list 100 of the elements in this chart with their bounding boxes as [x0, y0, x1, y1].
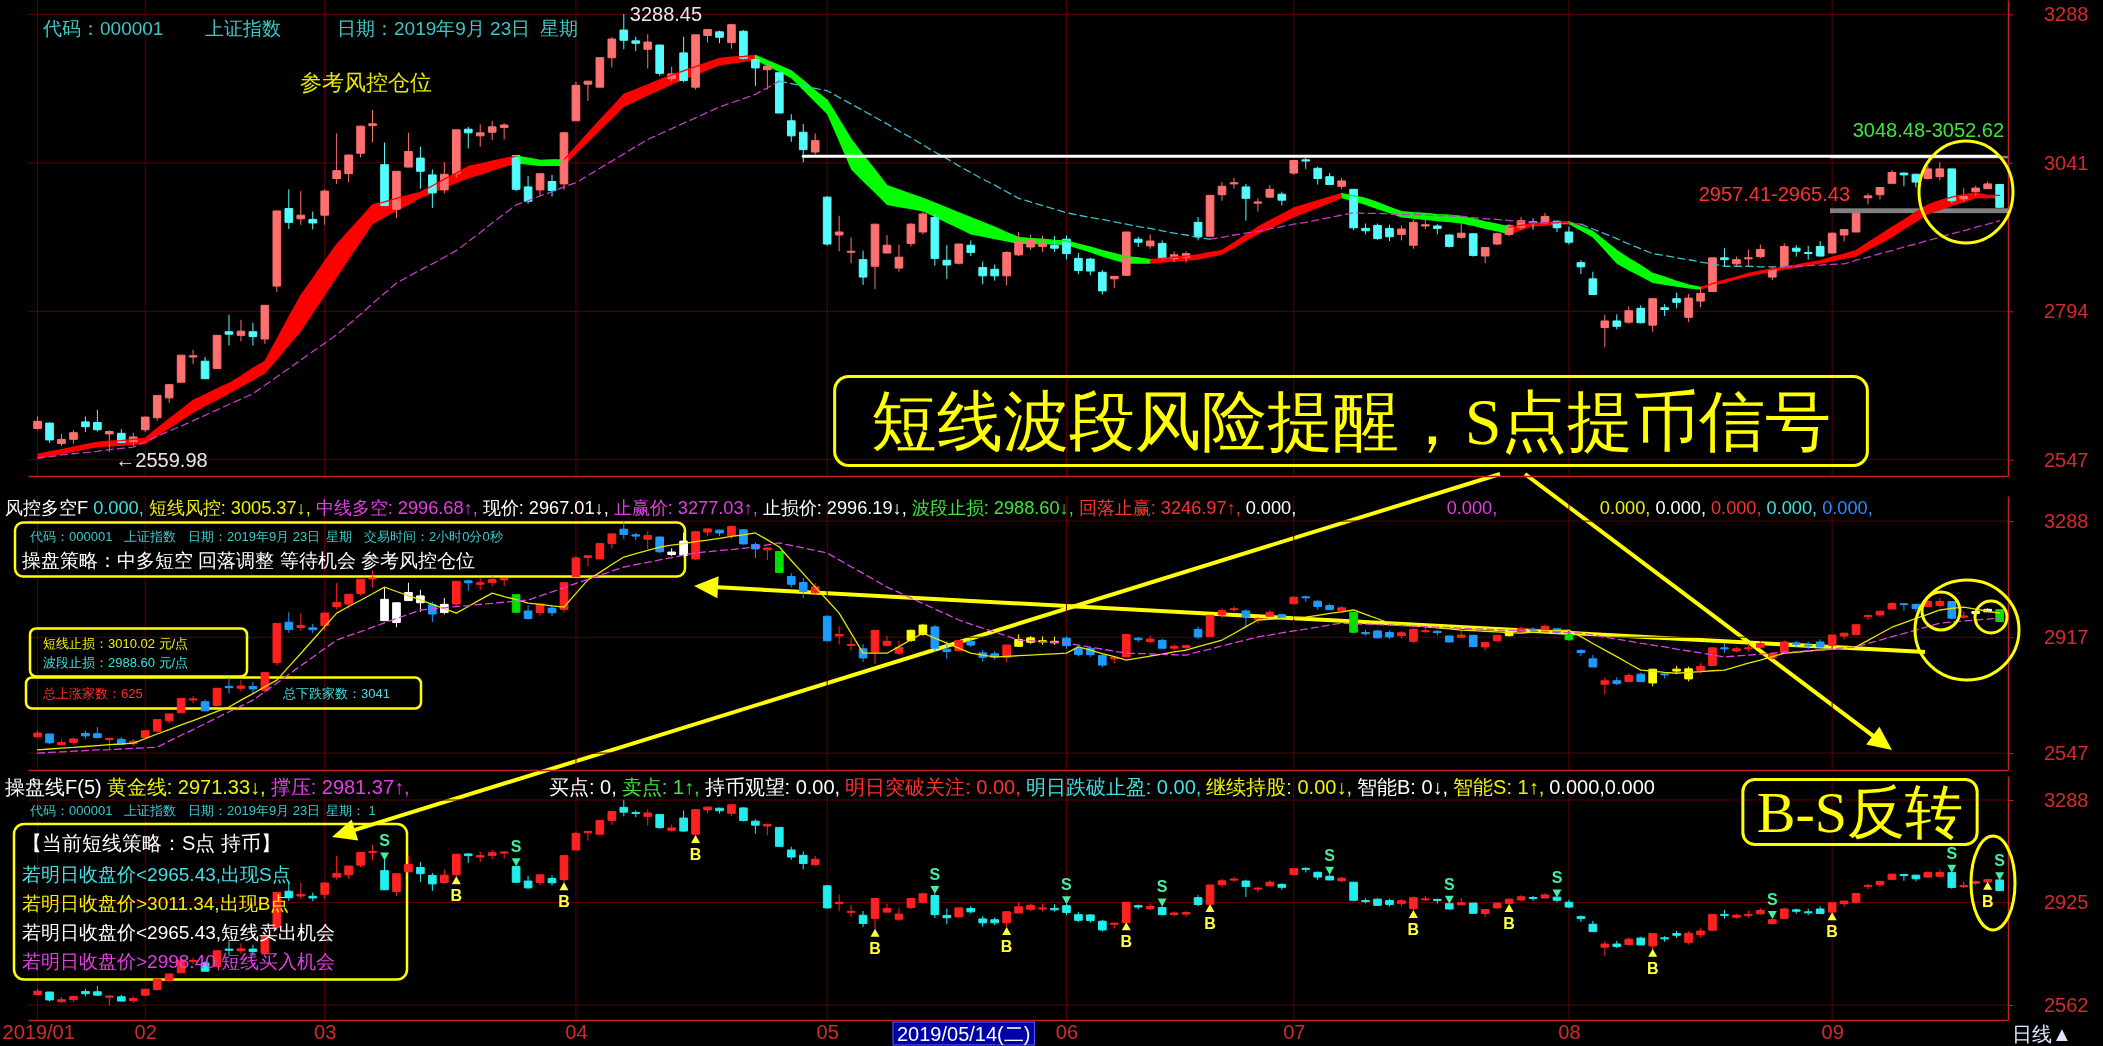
candlestick: [1696, 286, 1705, 308]
candlestick: [1480, 246, 1490, 264]
candlestick: [140, 730, 150, 740]
candlestick: [822, 195, 832, 247]
candlestick: [116, 994, 126, 1002]
candlestick: [607, 532, 617, 550]
candlestick: [1875, 880, 1885, 888]
candlestick: [260, 304, 270, 345]
annotation: 0.000,: [1766, 498, 1818, 518]
candlestick: [571, 81, 581, 122]
annotation: 0.000,: [1710, 498, 1762, 518]
annotation: 星期： 1: [326, 802, 376, 818]
candlestick: [727, 24, 736, 50]
candlestick: [1325, 603, 1334, 611]
candlestick: [1732, 646, 1741, 654]
y-tick-label: 3288: [2044, 3, 2089, 26]
candlestick: [93, 726, 102, 739]
data-label: B: [1407, 920, 1420, 938]
candlestick: [499, 850, 509, 860]
candlestick: [1456, 897, 1466, 906]
candlestick: [1385, 898, 1394, 907]
candlestick: [834, 215, 844, 252]
candlestick: [1313, 599, 1323, 611]
candlestick: [834, 894, 844, 912]
candlestick: [1313, 165, 1323, 186]
point: [1408, 909, 1418, 918]
annotation: 继续持股: 0.00↓,: [1206, 776, 1352, 798]
candlestick: [1851, 212, 1861, 233]
candlestick: [631, 809, 641, 818]
candlestick: [930, 213, 940, 267]
candlestick: [595, 57, 605, 88]
candlestick: [1313, 870, 1323, 881]
candlestick: [1409, 627, 1418, 644]
candlestick: [619, 13, 629, 50]
annotation: 0.000,: [1446, 498, 1498, 518]
annotation: 0.000,: [1655, 498, 1706, 518]
data-label: S: [1946, 844, 1958, 862]
annotation: 星期: [326, 528, 352, 544]
candlestick: [1911, 173, 1921, 189]
annotation: 日期：2019年9月 23日: [188, 802, 321, 818]
candlestick: [1468, 634, 1478, 648]
point: [1947, 864, 1957, 873]
candlestick: [45, 991, 54, 1002]
candlestick: [1875, 610, 1885, 618]
candlestick: [1301, 595, 1311, 603]
candlestick: [1708, 647, 1717, 666]
candlestick: [595, 819, 605, 835]
candlestick: [1397, 898, 1406, 907]
candlestick: [33, 730, 42, 738]
candlestick: [1337, 876, 1346, 883]
candlestick: [1289, 159, 1299, 176]
candlestick: [81, 416, 90, 433]
candlestick: [607, 810, 617, 826]
candlestick: [356, 578, 365, 597]
candlestick: [1899, 602, 1909, 612]
annotation: 代码：000001: [42, 17, 164, 39]
annotation: 短线波段风险提醒，S点提币信号: [870, 384, 1832, 458]
annotation: 代码：000001: [29, 802, 113, 818]
candlestick: [1241, 183, 1251, 222]
y-tick-label: 3288: [2044, 788, 2089, 811]
candlestick: [475, 577, 485, 591]
candlestick: [368, 844, 377, 861]
candlestick: [57, 739, 66, 747]
annotation: 0.000,: [1245, 498, 1297, 518]
data-label: B: [1981, 892, 1994, 910]
point: [1205, 903, 1215, 912]
candlestick: [1109, 922, 1119, 929]
candlestick: [990, 263, 999, 282]
candlestick: [1492, 902, 1502, 909]
annotation: 止赢价: 3277.03↑,: [613, 498, 758, 518]
y-tick-label: 2917: [2044, 626, 2089, 649]
candlestick: [1995, 609, 2004, 623]
annotation: ←2559.98: [115, 448, 208, 471]
annotation: 智能B: 0↓,: [1356, 776, 1449, 798]
candlestick: [1074, 911, 1083, 923]
candlestick: [1564, 899, 1574, 909]
data-label: S: [1994, 852, 2006, 870]
annotation: 黄金线: 2971.33↓,: [106, 776, 266, 798]
candlestick: [1612, 313, 1622, 330]
candlestick: [344, 593, 353, 609]
candlestick: [1899, 873, 1909, 882]
data-label: S: [1443, 875, 1455, 893]
candlestick: [1241, 879, 1251, 898]
candlestick: [535, 874, 545, 886]
candlestick: [499, 122, 509, 140]
point: [1157, 898, 1167, 907]
candlestick: [786, 113, 796, 143]
candlestick: [33, 988, 42, 996]
x-tick-label: 03: [314, 1021, 337, 1044]
candlestick: [1983, 181, 1992, 190]
x-tick-label: 08: [1558, 1021, 1581, 1044]
candlestick: [140, 988, 150, 997]
candlestick: [715, 529, 724, 537]
candlestick: [451, 580, 461, 607]
candlestick: [511, 154, 521, 192]
candlestick: [1456, 629, 1466, 639]
candlestick: [1540, 892, 1550, 899]
candlestick: [1947, 872, 1957, 890]
candlestick: [1528, 626, 1538, 634]
candlestick: [1576, 259, 1586, 275]
